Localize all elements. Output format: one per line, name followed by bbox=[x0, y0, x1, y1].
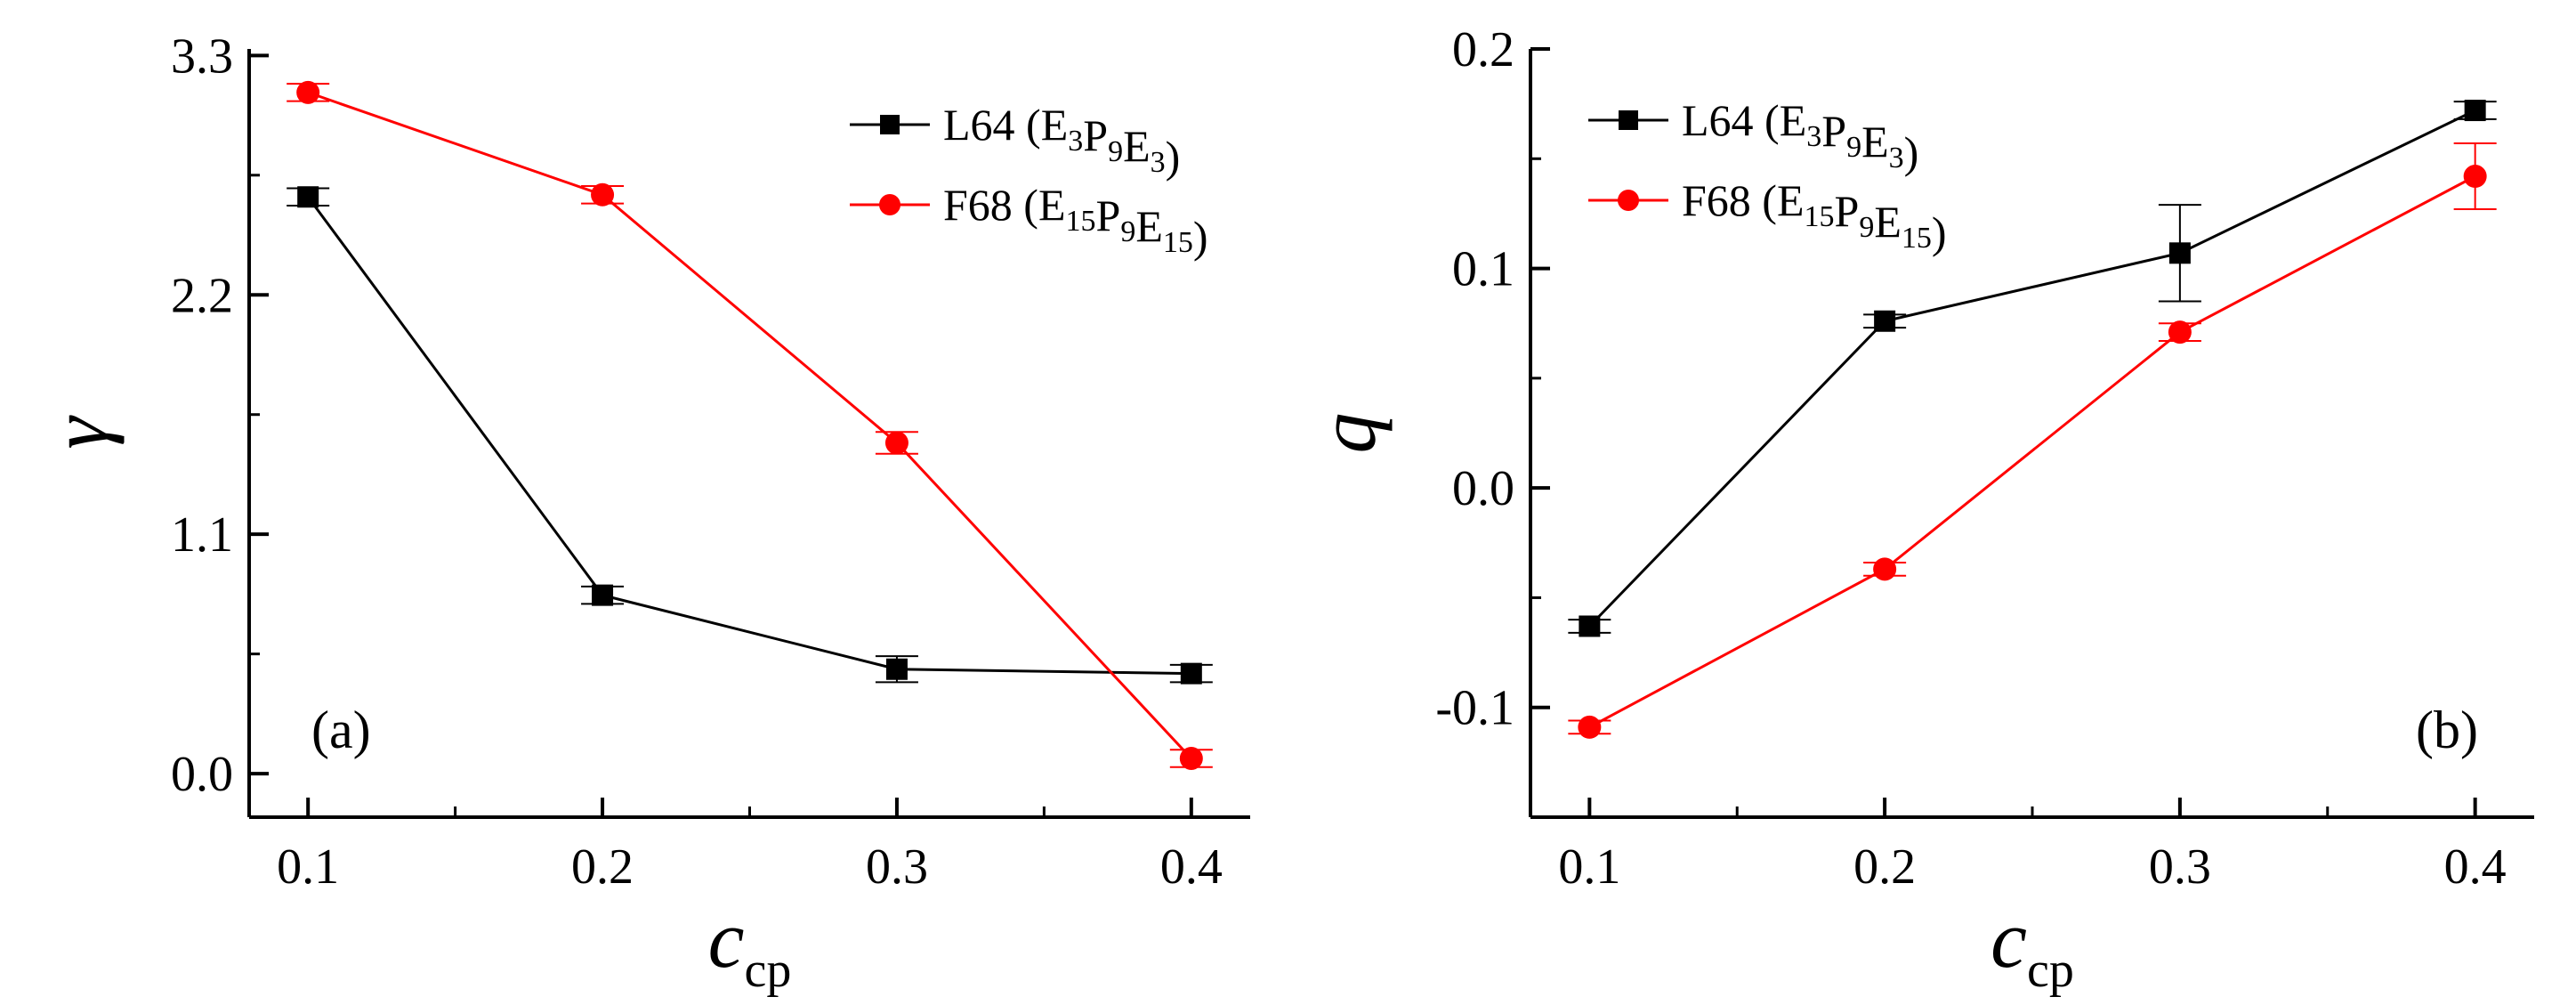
legend-text-subscript: 3 bbox=[1151, 146, 1166, 179]
data-point-f68 bbox=[296, 80, 320, 104]
x-axis-label-sub: cp bbox=[2027, 943, 2074, 998]
panel-label: (b) bbox=[2416, 701, 2478, 759]
data-point-f68 bbox=[591, 182, 615, 207]
legend-text-letter: P bbox=[1083, 110, 1108, 160]
x-tick-label: 0.2 bbox=[1853, 839, 1916, 895]
legend-text-subscript: 9 bbox=[1120, 215, 1135, 248]
y-tick-label: 0.2 bbox=[1452, 22, 1514, 77]
legend: L64 (E3P9E3)F68 (E15P9E15) bbox=[850, 100, 1208, 262]
legend-marker-l64 bbox=[1619, 110, 1638, 130]
legend: L64 (E3P9E3)F68 (E15P9E15) bbox=[1588, 95, 1947, 257]
y-tick-label: 0.0 bbox=[171, 747, 233, 802]
legend-text-letter: P bbox=[1821, 106, 1846, 156]
y-tick-label: 1.1 bbox=[171, 507, 233, 563]
x-tick-label: 0.1 bbox=[1558, 839, 1620, 895]
legend-label-f68: F68 (E15P9E15) bbox=[943, 180, 1208, 262]
legend-text-letter: E bbox=[1780, 95, 1807, 145]
y-tick-label: 3.3 bbox=[171, 28, 233, 84]
legend-text-letter: E bbox=[1038, 180, 1066, 230]
legend-marker-f68 bbox=[1618, 190, 1639, 211]
legend-label-l64: L64 (E3P9E3) bbox=[1682, 95, 1918, 177]
x-axis-label: ccp bbox=[708, 894, 792, 998]
legend-text-prefix: L64 ( bbox=[943, 100, 1041, 150]
data-point-l64 bbox=[2168, 242, 2191, 264]
legend-text-subscript: 9 bbox=[1108, 135, 1123, 168]
data-point-l64 bbox=[2464, 100, 2486, 122]
data-point-f68 bbox=[1578, 715, 1602, 739]
panel-label: (a) bbox=[311, 701, 371, 759]
legend-text-subscript: 15 bbox=[1066, 205, 1096, 238]
x-tick-label: 0.3 bbox=[866, 839, 928, 895]
y-axis-label: γ bbox=[34, 415, 125, 450]
legend-text-suffix: ) bbox=[1193, 212, 1208, 262]
data-point-f68 bbox=[2463, 165, 2487, 189]
data-point-l64 bbox=[885, 658, 908, 680]
data-point-l64 bbox=[1579, 615, 1601, 637]
series-line-f68 bbox=[307, 91, 1192, 760]
legend-marker-f68 bbox=[879, 194, 900, 215]
data-point-f68 bbox=[2168, 320, 2192, 344]
y-tick-label: 0.0 bbox=[1452, 461, 1514, 516]
data-point-l64 bbox=[1180, 662, 1202, 685]
legend-text-subscript: 15 bbox=[1902, 222, 1932, 255]
x-tick-label: 0.4 bbox=[1160, 839, 1223, 895]
data-point-f68 bbox=[1179, 746, 1203, 770]
legend-text-prefix: L64 ( bbox=[1682, 95, 1780, 145]
legend-text-subscript: 15 bbox=[1163, 226, 1193, 259]
legend-text-suffix: ) bbox=[1904, 127, 1919, 177]
legend-text-letter: E bbox=[1135, 201, 1163, 251]
legend-text-subscript: 9 bbox=[1859, 211, 1874, 244]
legend-text-subscript: 3 bbox=[1068, 125, 1083, 158]
data-point-l64 bbox=[1874, 310, 1896, 332]
legend-text-suffix: ) bbox=[1166, 132, 1181, 182]
legend-text-subscript: 15 bbox=[1805, 200, 1835, 233]
legend-text-prefix: F68 ( bbox=[943, 180, 1038, 230]
series-line-l64 bbox=[1588, 109, 2476, 628]
legend-text-prefix: F68 ( bbox=[1682, 175, 1777, 225]
x-axis-label-sub: cp bbox=[744, 943, 791, 998]
x-axis-label-main: c bbox=[1991, 894, 2027, 985]
series-line-f68 bbox=[1588, 174, 2476, 729]
y-axis-label: q bbox=[1302, 413, 1393, 454]
x-axis-label: ccp bbox=[1991, 894, 2074, 998]
legend-text-letter: E bbox=[1123, 121, 1151, 171]
y-tick-label: 0.1 bbox=[1452, 242, 1514, 297]
x-tick-label: 0.2 bbox=[571, 839, 634, 895]
y-tick-label: 2.2 bbox=[171, 268, 233, 323]
y-tick-label: -0.1 bbox=[1435, 681, 1514, 736]
data-point-l64 bbox=[592, 584, 614, 606]
x-axis-label-main: c bbox=[708, 894, 745, 985]
legend-text-subscript: 9 bbox=[1846, 131, 1861, 164]
legend-text-letter: P bbox=[1096, 190, 1121, 240]
legend-text-letter: P bbox=[1835, 186, 1860, 236]
legend-label-f68: F68 (E15P9E15) bbox=[1682, 175, 1947, 257]
legend-text-subscript: 3 bbox=[1806, 120, 1821, 153]
x-tick-label: 0.4 bbox=[2444, 839, 2507, 895]
legend-text-letter: E bbox=[1777, 175, 1805, 225]
legend-text-letter: E bbox=[1874, 197, 1902, 247]
data-point-l64 bbox=[297, 186, 319, 208]
legend-text-letter: E bbox=[1041, 100, 1069, 150]
data-point-f68 bbox=[884, 431, 908, 455]
x-tick-label: 0.1 bbox=[277, 839, 339, 895]
legend-text-subscript: 3 bbox=[1889, 142, 1904, 174]
legend-label-l64: L64 (E3P9E3) bbox=[943, 100, 1180, 182]
legend-text-suffix: ) bbox=[1932, 207, 1947, 257]
legend-marker-l64 bbox=[880, 115, 900, 134]
data-point-f68 bbox=[1873, 557, 1897, 581]
series-line-l64 bbox=[306, 196, 1191, 676]
x-tick-label: 0.3 bbox=[2149, 839, 2211, 895]
legend-text-letter: E bbox=[1861, 117, 1889, 166]
